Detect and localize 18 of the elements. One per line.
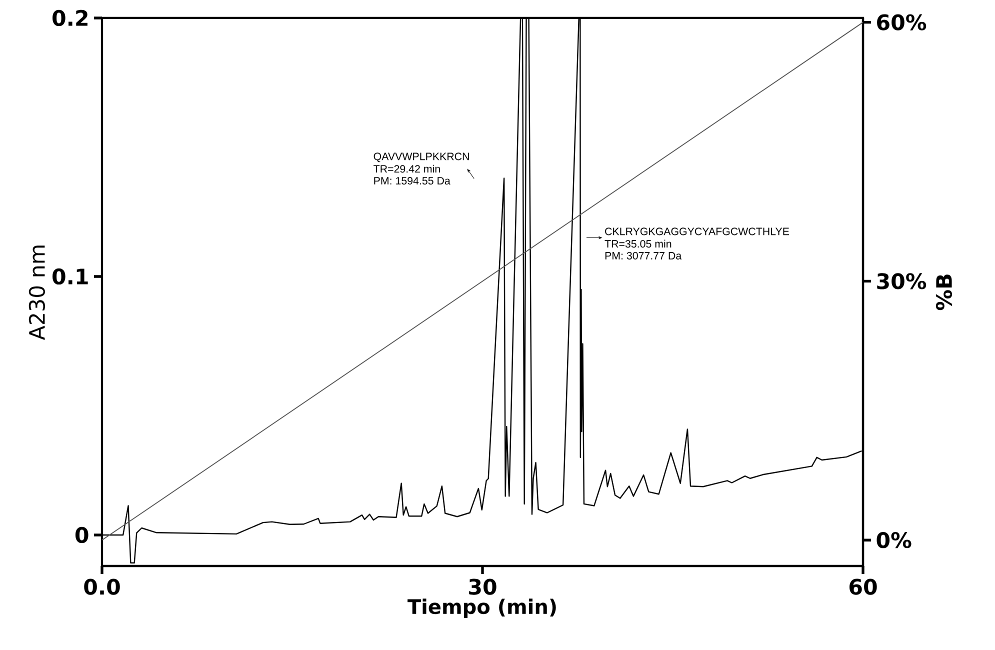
annotation: PM: 1594.55 Da (374, 176, 450, 185)
annotation: CKLRYGKGAGGYCYAFGCWCTHLYE (605, 228, 789, 236)
y2-axis-title: %B (936, 274, 952, 310)
y-tick-label: 0 (75, 526, 88, 544)
annotation: PM: 3077.77 Da (605, 252, 682, 260)
annotation: TR=35.05 min (604, 240, 672, 248)
x-tick-label: 60 (849, 578, 877, 595)
y2-tick-label: 30% (877, 273, 926, 290)
annotation: QAVVWPLPKKRCN (374, 152, 469, 162)
y-tick-label: 0.2 (52, 10, 88, 26)
x-tick-label: 0.0 (84, 578, 120, 595)
x-tick-label: 30 (469, 578, 496, 595)
y-tick-label: 0.1 (52, 268, 88, 285)
y2-tick-label: 0% (876, 532, 912, 548)
y2-tick-label: 60% (877, 14, 926, 30)
x-axis-title: Tiempo (min) (408, 598, 556, 618)
y-axis-title: A230 nm (28, 246, 46, 340)
annotation: TR=29.42 min (374, 164, 440, 173)
